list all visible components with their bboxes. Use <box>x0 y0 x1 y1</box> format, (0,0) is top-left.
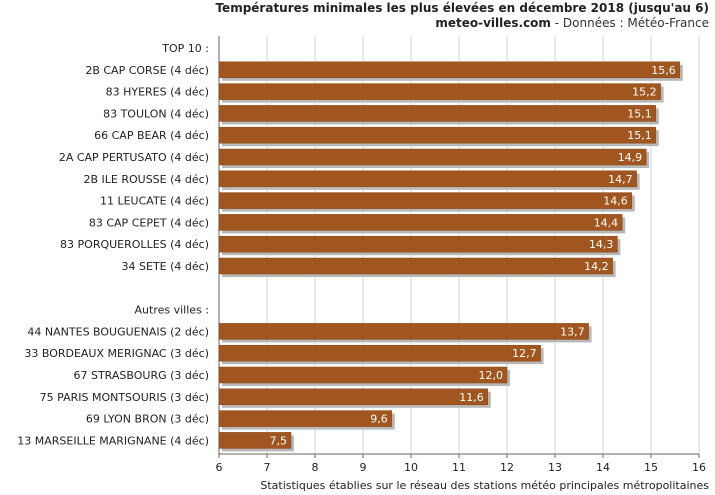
bar <box>218 170 637 188</box>
bar <box>218 344 541 362</box>
category-label: 2B ILE ROUSSE (4 déc) <box>83 173 209 186</box>
x-tick-label: 6 <box>216 461 223 474</box>
group-label: TOP 10 : <box>161 42 209 55</box>
category-label: 75 PARIS MONTSOURIS (3 déc) <box>40 391 209 404</box>
x-tick-label: 8 <box>312 461 319 474</box>
category-label: 83 CAP CEPET (4 déc) <box>89 216 209 229</box>
x-tick-label: 11 <box>452 461 466 474</box>
data-label: 11,6 <box>459 391 484 404</box>
category-label: 83 PORQUEROLLES (4 déc) <box>60 238 209 251</box>
category-label: 2A CAP PERTUSATO (4 déc) <box>59 151 209 164</box>
x-tick-label: 14 <box>596 461 610 474</box>
data-source: - Données : Météo-France <box>550 16 709 30</box>
site-name: meteo-villes.com <box>435 16 551 30</box>
chart-subtitle: meteo-villes.com - Données : Météo-Franc… <box>435 16 709 30</box>
category-label: 83 HYERES (4 déc) <box>106 86 209 99</box>
category-label: 33 BORDEAUX MERIGNAC (3 déc) <box>24 347 209 360</box>
data-label: 12,7 <box>512 347 537 360</box>
bar <box>218 410 393 427</box>
bar <box>218 126 657 144</box>
category-label: 44 NANTES BOUGUENAIS (2 déc) <box>27 325 209 338</box>
data-label: 9,6 <box>370 413 388 426</box>
bar <box>218 192 633 209</box>
data-label: 14,6 <box>603 195 628 208</box>
category-label: 34 SETE (4 déc) <box>122 260 209 273</box>
bar <box>218 432 292 449</box>
category-label: 11 LEUCATE (4 déc) <box>100 195 209 208</box>
bar <box>218 148 647 166</box>
data-label: 14,2 <box>584 260 609 273</box>
data-label: 12,0 <box>479 369 504 382</box>
x-tick-label: 15 <box>644 461 658 474</box>
category-label: 13 MARSEILLE MARIGNANE (4 déc) <box>17 434 209 447</box>
data-label: 15,6 <box>651 64 676 77</box>
data-label: 13,7 <box>560 325 585 338</box>
category-label: 69 LYON BRON (3 déc) <box>86 413 209 426</box>
bar <box>218 388 489 406</box>
data-label: 15,1 <box>627 107 652 120</box>
bar <box>218 323 589 340</box>
x-tick-label: 7 <box>264 461 271 474</box>
x-tick-label: 10 <box>404 461 418 474</box>
category-label: 67 STRASBOURG (3 déc) <box>73 369 209 382</box>
data-label: 14,3 <box>589 238 614 251</box>
bar <box>218 235 618 253</box>
data-label: 14,7 <box>608 173 633 186</box>
bar <box>218 83 661 100</box>
x-tick-label: 9 <box>360 461 367 474</box>
data-label: 14,9 <box>618 151 643 164</box>
category-label: 83 TOULON (4 déc) <box>103 107 209 120</box>
bar <box>218 214 623 231</box>
x-tick-label: 16 <box>692 461 706 474</box>
data-label: 15,1 <box>627 129 652 142</box>
chart-title: Températures minimales les plus élevées … <box>215 1 709 15</box>
chart-footnote: Statistiques établies sur le réseau des … <box>260 479 709 492</box>
group-label: Autres villes : <box>135 304 209 317</box>
data-label: 15,2 <box>632 86 657 99</box>
bar <box>218 257 613 275</box>
bar <box>218 105 657 122</box>
data-label: 14,4 <box>594 216 619 229</box>
data-label: 7,5 <box>270 434 288 447</box>
bar <box>218 366 508 384</box>
x-tick-label: 12 <box>500 461 514 474</box>
bar <box>218 61 681 79</box>
category-label: 2B CAP CORSE (4 déc) <box>85 64 209 77</box>
category-label: 66 CAP BEAR (4 déc) <box>94 129 209 142</box>
x-tick-label: 13 <box>548 461 562 474</box>
